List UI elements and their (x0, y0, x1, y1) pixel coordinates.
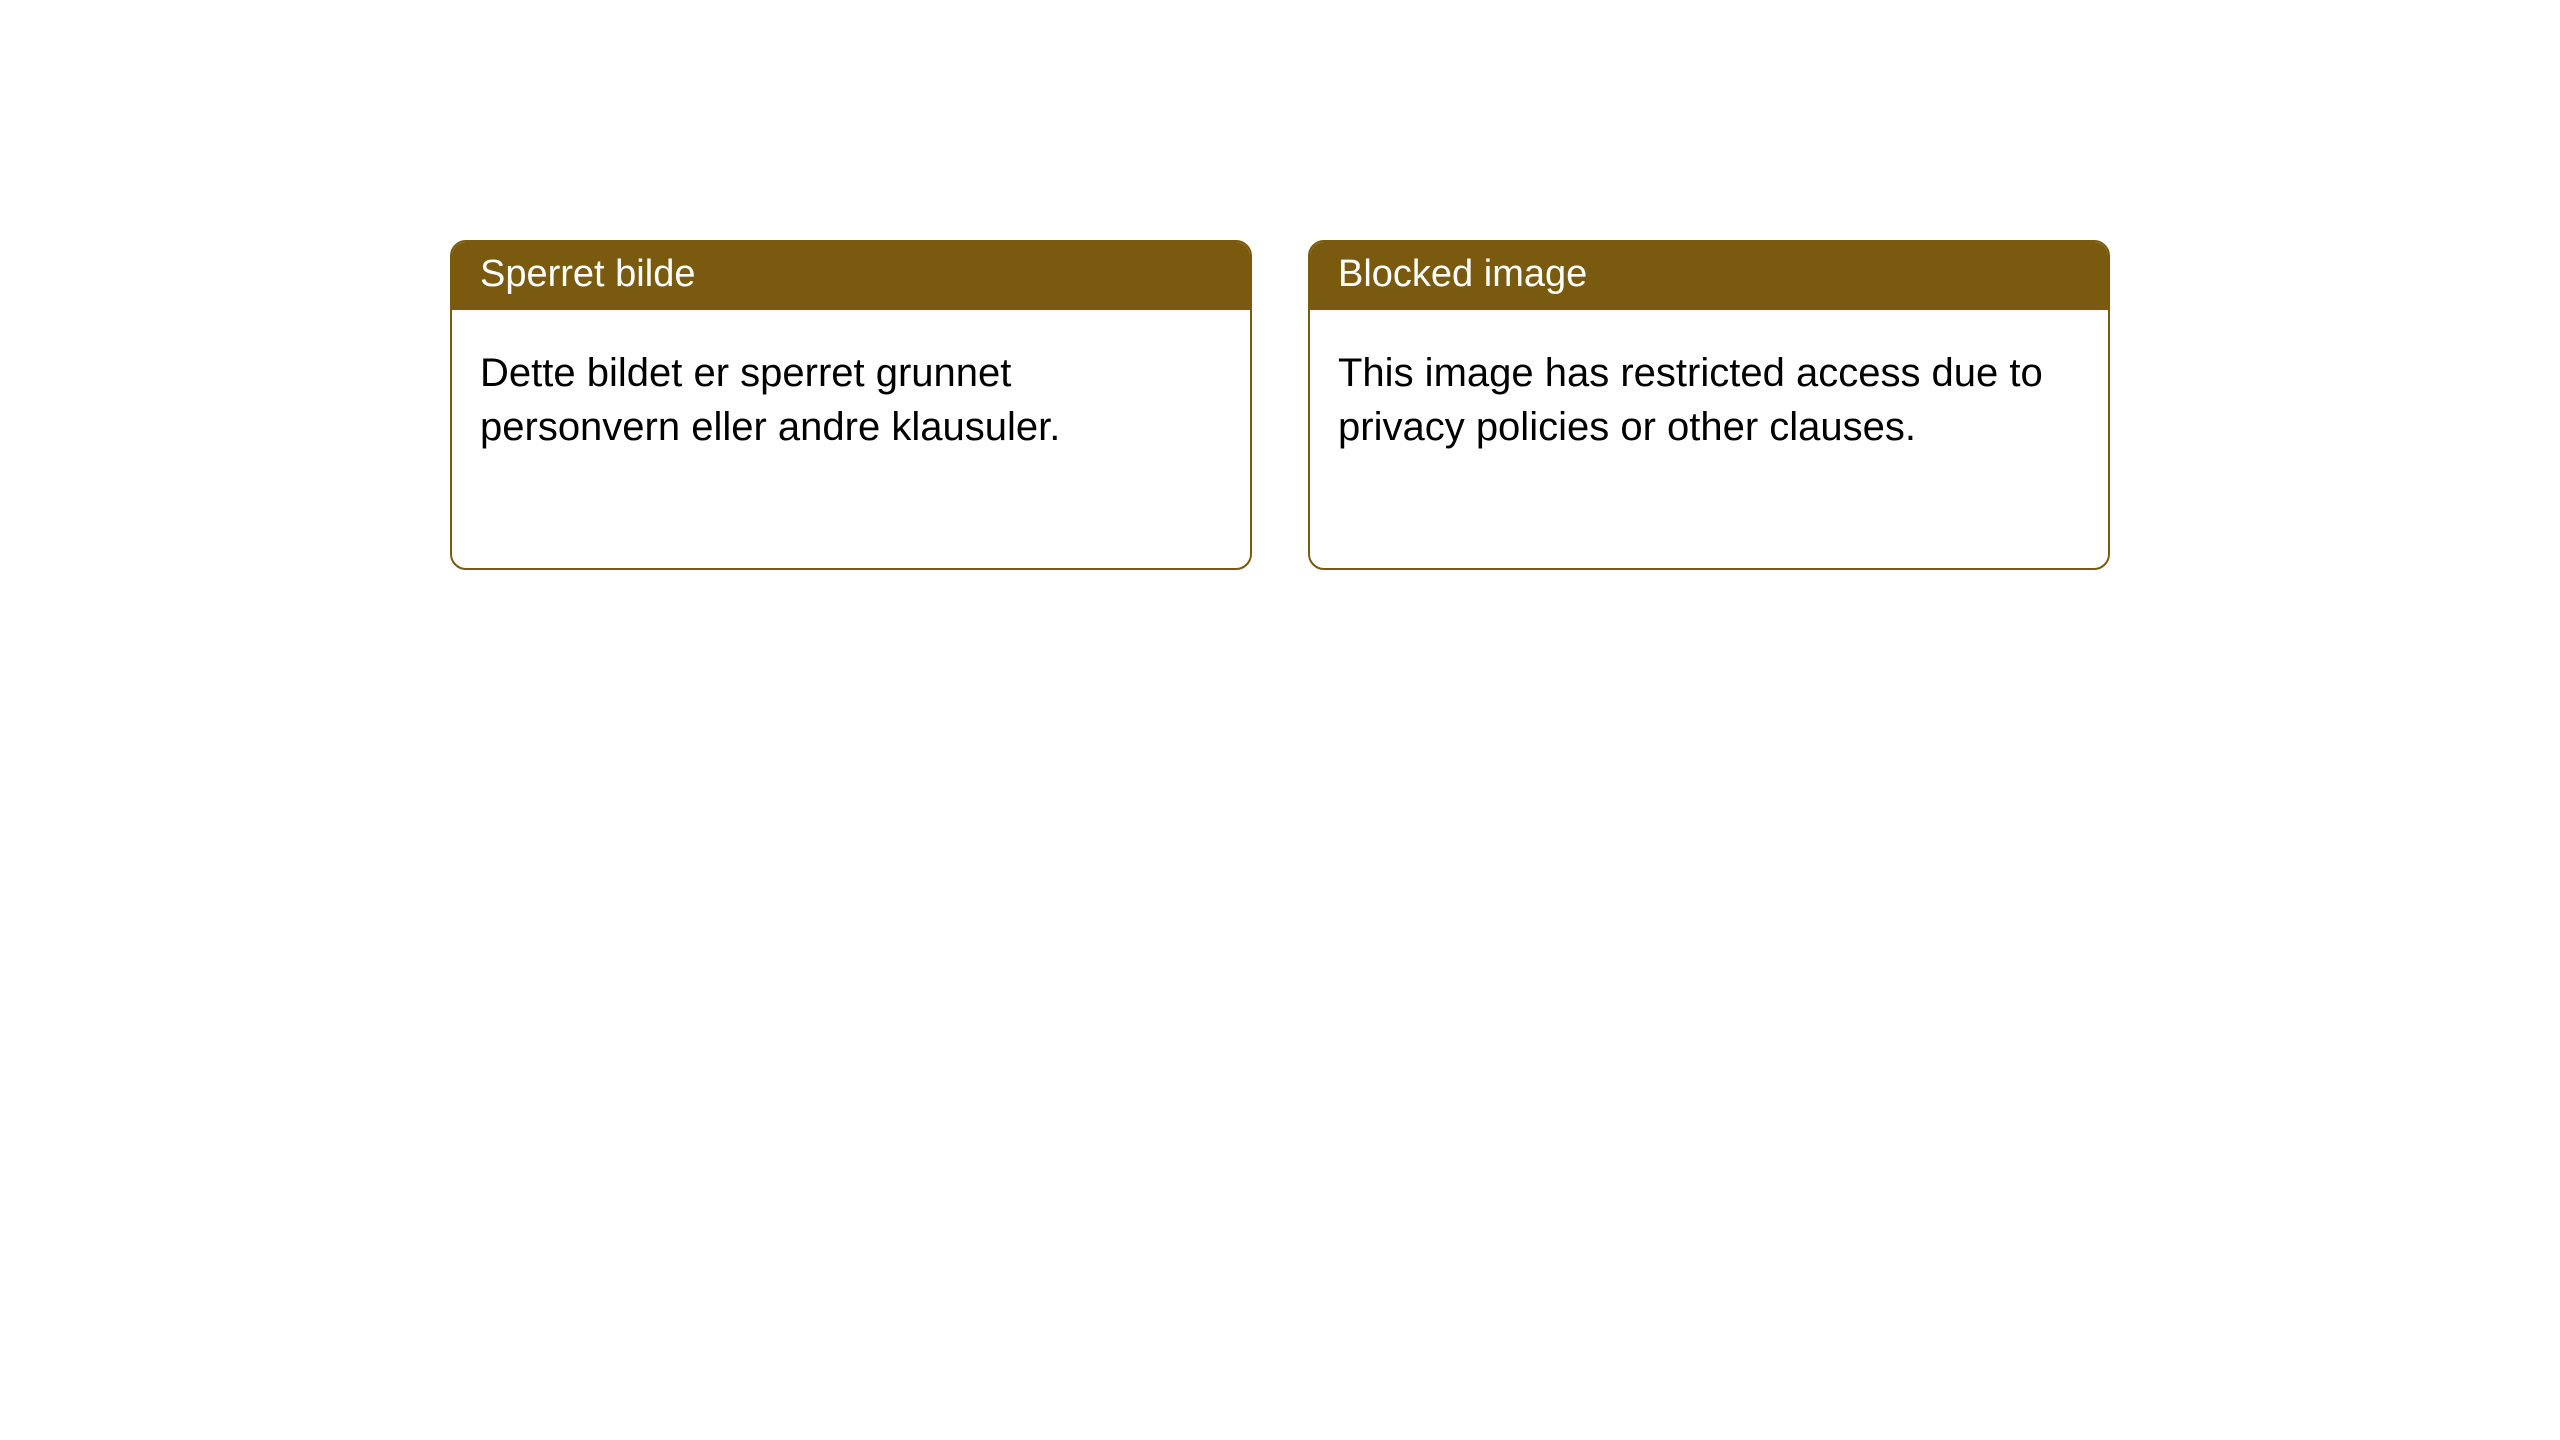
notice-header: Sperret bilde (452, 242, 1250, 310)
notice-box-norwegian: Sperret bilde Dette bildet er sperret gr… (450, 240, 1252, 570)
notice-box-english: Blocked image This image has restricted … (1308, 240, 2110, 570)
notice-body: Dette bildet er sperret grunnet personve… (452, 310, 1250, 568)
notice-header: Blocked image (1310, 242, 2108, 310)
notice-body: This image has restricted access due to … (1310, 310, 2108, 568)
notice-container: Sperret bilde Dette bildet er sperret gr… (0, 0, 2560, 570)
